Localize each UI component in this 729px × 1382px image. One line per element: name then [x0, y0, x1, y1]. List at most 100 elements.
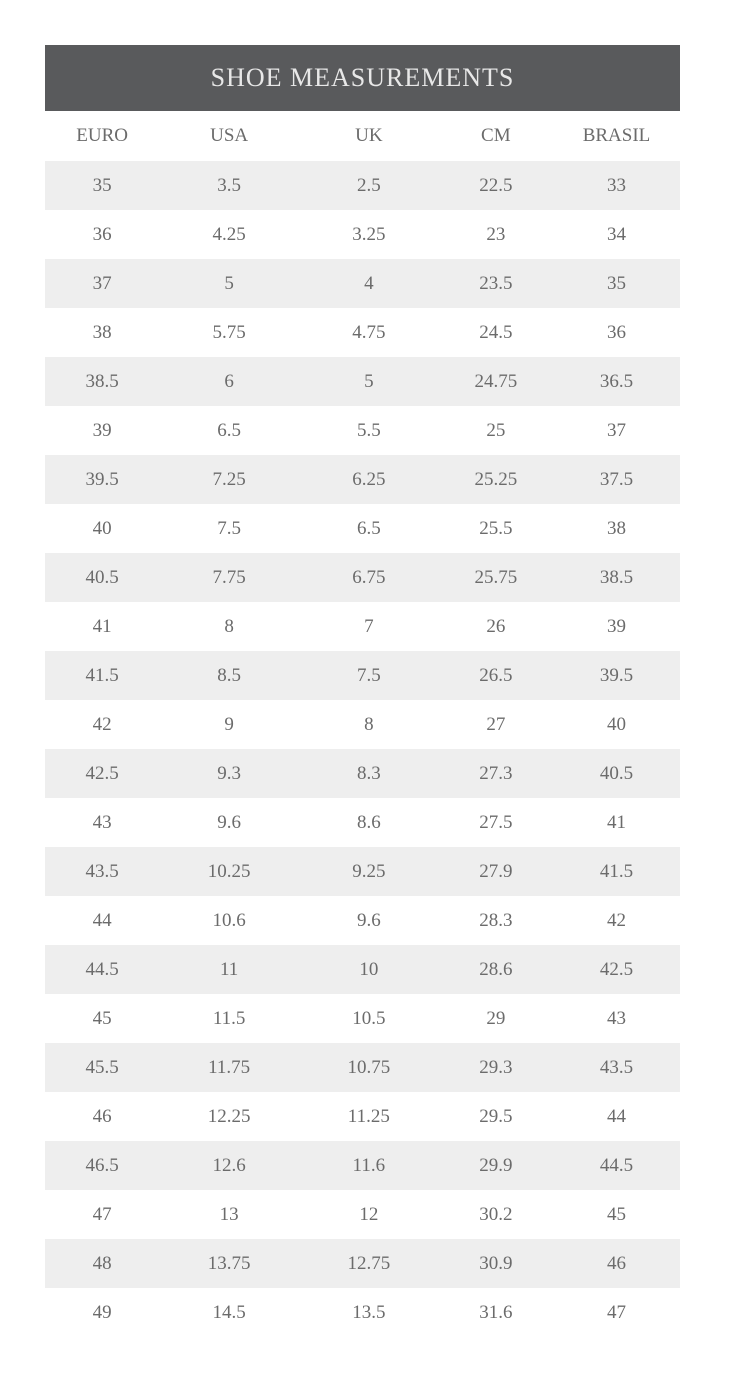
table-cell: 44.5 [553, 1141, 680, 1190]
table-cell: 24.5 [439, 308, 553, 357]
table-cell: 36 [553, 308, 680, 357]
table-cell: 25.5 [439, 504, 553, 553]
table-cell: 27.9 [439, 847, 553, 896]
table-cell: 6.25 [299, 455, 439, 504]
table-cell: 23.5 [439, 259, 553, 308]
size-table: EURO USA UK CM BRASIL 353.52.522.533364.… [45, 111, 680, 1337]
table-cell: 12.6 [159, 1141, 299, 1190]
table-cell: 7.5 [299, 651, 439, 700]
table-cell: 31.6 [439, 1288, 553, 1337]
table-cell: 33 [553, 161, 680, 210]
table-cell: 35 [553, 259, 680, 308]
table-cell: 8.5 [159, 651, 299, 700]
table-row: 39.57.256.2525.2537.5 [45, 455, 680, 504]
table-cell: 10.5 [299, 994, 439, 1043]
table-row: 44.5111028.642.5 [45, 945, 680, 994]
table-cell: 6.5 [299, 504, 439, 553]
table-cell: 26.5 [439, 651, 553, 700]
table-cell: 28.6 [439, 945, 553, 994]
table-cell: 29 [439, 994, 553, 1043]
table-cell: 30.2 [439, 1190, 553, 1239]
table-cell: 49 [45, 1288, 159, 1337]
table-cell: 40.5 [45, 553, 159, 602]
table-row: 42982740 [45, 700, 680, 749]
table-cell: 34 [553, 210, 680, 259]
table-cell: 8 [299, 700, 439, 749]
table-cell: 13.75 [159, 1239, 299, 1288]
table-cell: 40 [45, 504, 159, 553]
table-cell: 11.6 [299, 1141, 439, 1190]
table-row: 375423.535 [45, 259, 680, 308]
table-row: 4612.2511.2529.544 [45, 1092, 680, 1141]
table-cell: 5.75 [159, 308, 299, 357]
table-cell: 7.5 [159, 504, 299, 553]
table-cell: 40.5 [553, 749, 680, 798]
table-cell: 37 [45, 259, 159, 308]
table-cell: 42.5 [45, 749, 159, 798]
column-header-uk: UK [299, 111, 439, 161]
table-cell: 37 [553, 406, 680, 455]
table-cell: 12 [299, 1190, 439, 1239]
column-header-brasil: BRASIL [553, 111, 680, 161]
column-header-euro: EURO [45, 111, 159, 161]
table-cell: 29.3 [439, 1043, 553, 1092]
table-cell: 11.5 [159, 994, 299, 1043]
table-cell: 9.6 [299, 896, 439, 945]
table-cell: 39.5 [553, 651, 680, 700]
table-cell: 41 [45, 602, 159, 651]
table-cell: 26 [439, 602, 553, 651]
table-cell: 6.75 [299, 553, 439, 602]
table-cell: 44 [553, 1092, 680, 1141]
table-head: EURO USA UK CM BRASIL [45, 111, 680, 161]
table-cell: 42.5 [553, 945, 680, 994]
table-cell: 9.3 [159, 749, 299, 798]
table-cell: 23 [439, 210, 553, 259]
column-header-usa: USA [159, 111, 299, 161]
table-cell: 38.5 [553, 553, 680, 602]
table-row: 364.253.252334 [45, 210, 680, 259]
table-row: 45.511.7510.7529.343.5 [45, 1043, 680, 1092]
table-cell: 4.25 [159, 210, 299, 259]
table-cell: 5 [299, 357, 439, 406]
table-cell: 36 [45, 210, 159, 259]
table-cell: 25 [439, 406, 553, 455]
table-cell: 3.25 [299, 210, 439, 259]
table-cell: 28.3 [439, 896, 553, 945]
table-cell: 41 [553, 798, 680, 847]
table-row: 41872639 [45, 602, 680, 651]
table-cell: 14.5 [159, 1288, 299, 1337]
table-cell: 35 [45, 161, 159, 210]
table-cell: 38 [45, 308, 159, 357]
table-cell: 4 [299, 259, 439, 308]
table-cell: 5 [159, 259, 299, 308]
table-cell: 4.75 [299, 308, 439, 357]
table-cell: 3.5 [159, 161, 299, 210]
table-cell: 10 [299, 945, 439, 994]
table-cell: 27.5 [439, 798, 553, 847]
table-row: 40.57.756.7525.7538.5 [45, 553, 680, 602]
table-cell: 25.75 [439, 553, 553, 602]
table-cell: 5.5 [299, 406, 439, 455]
table-cell: 38.5 [45, 357, 159, 406]
table-cell: 10.6 [159, 896, 299, 945]
table-cell: 44 [45, 896, 159, 945]
table-row: 4410.69.628.342 [45, 896, 680, 945]
table-cell: 46.5 [45, 1141, 159, 1190]
table-cell: 43 [553, 994, 680, 1043]
table-cell: 11.75 [159, 1043, 299, 1092]
table-row: 46.512.611.629.944.5 [45, 1141, 680, 1190]
table-row: 4813.7512.7530.946 [45, 1239, 680, 1288]
table-cell: 6.5 [159, 406, 299, 455]
table-cell: 7.75 [159, 553, 299, 602]
table-cell: 47 [45, 1190, 159, 1239]
table-row: 43.510.259.2527.941.5 [45, 847, 680, 896]
table-cell: 40 [553, 700, 680, 749]
table-cell: 36.5 [553, 357, 680, 406]
table-cell: 9 [159, 700, 299, 749]
table-cell: 30.9 [439, 1239, 553, 1288]
table-cell: 10.25 [159, 847, 299, 896]
table-cell: 27 [439, 700, 553, 749]
table-cell: 7 [299, 602, 439, 651]
table-cell: 45.5 [45, 1043, 159, 1092]
table-cell: 22.5 [439, 161, 553, 210]
